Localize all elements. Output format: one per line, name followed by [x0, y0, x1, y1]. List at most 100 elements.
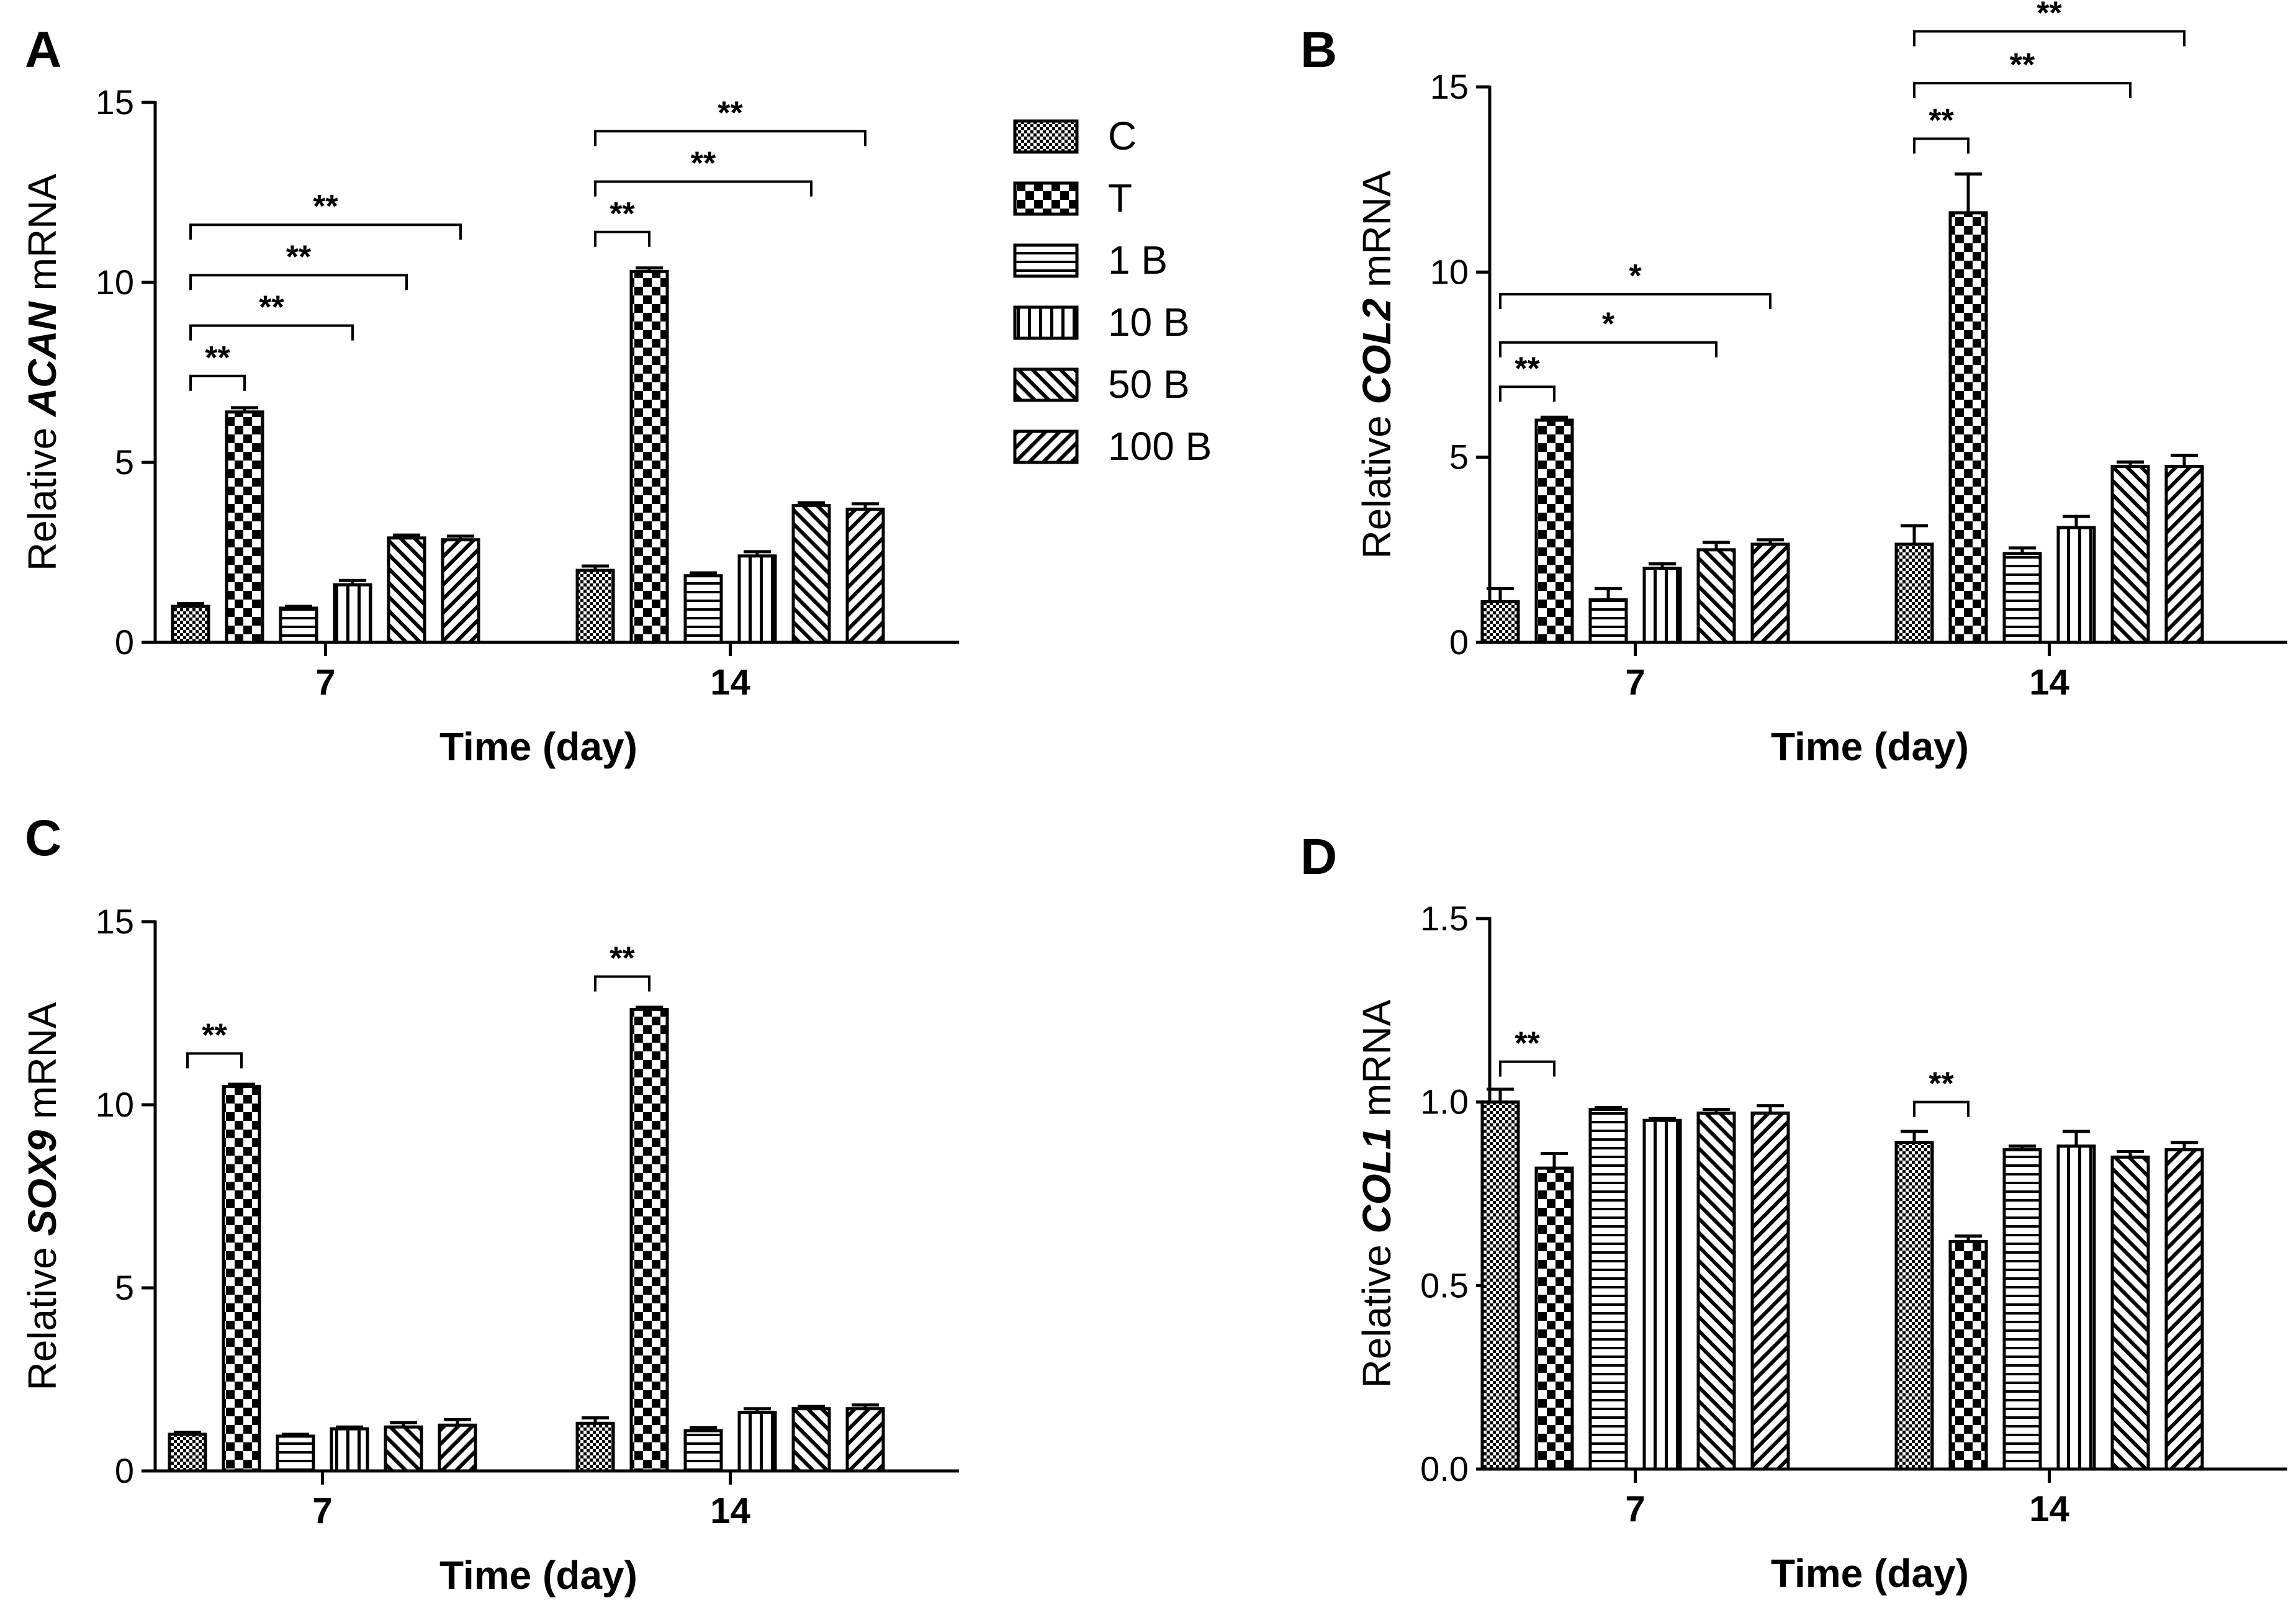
- x-axis-title: Time (day): [1771, 1551, 1969, 1596]
- significance-bracket: [1499, 385, 1555, 402]
- significance-bracket: [1499, 1060, 1555, 1077]
- bar-t-day14: [629, 270, 669, 644]
- y-tick-label: 10: [96, 263, 134, 302]
- bar-1b-day7: [276, 1434, 315, 1473]
- bar-1b-day14: [683, 1429, 723, 1473]
- x-tick-label: 7: [1625, 1489, 1645, 1529]
- significance-label: **: [259, 290, 284, 326]
- legend-swatch-diagonal-back: [1013, 429, 1079, 464]
- y-tick-label: 10: [1430, 252, 1469, 291]
- significance-bracket: [1499, 293, 1772, 310]
- y-tick-label: 15: [96, 902, 134, 941]
- significance-bracket: [189, 324, 354, 341]
- bar-t-day7: [222, 1085, 261, 1473]
- x-tick-label: 7: [1625, 662, 1645, 703]
- y-axis-title-prefix: Relative: [1354, 1233, 1399, 1388]
- significance-bracket: [1913, 137, 1970, 154]
- bar-1b-day7: [279, 606, 318, 644]
- bar-10b-day14: [737, 1411, 777, 1473]
- bar-100b-day7: [441, 538, 480, 644]
- legend-label: C: [1108, 114, 1137, 158]
- y-axis-title-suffix: mRNA: [1354, 999, 1399, 1128]
- significance-bracket: [594, 180, 813, 197]
- bar-c-day14: [575, 1421, 615, 1473]
- significance-label: **: [202, 1017, 227, 1053]
- x-tick-label: 14: [710, 662, 750, 703]
- bar-10b-day14: [2056, 1144, 2096, 1471]
- bar-1b-day14: [2002, 1148, 2042, 1471]
- legend-label: 50 B: [1108, 362, 1190, 407]
- y-tick-label: 1.0: [1420, 1082, 1469, 1122]
- y-axis-title-prefix: Relative: [1354, 404, 1399, 559]
- significance-label: **: [205, 340, 230, 376]
- significance-label: **: [2037, 0, 2062, 32]
- significance-label: **: [1929, 103, 1954, 139]
- bar-50b-day14: [791, 1407, 831, 1473]
- significance-bracket: [189, 374, 246, 391]
- y-axis-title-suffix: mRNA: [20, 1002, 65, 1130]
- significance-label: **: [718, 95, 743, 131]
- legend-label: 10 B: [1108, 300, 1190, 344]
- bar-1b-day7: [1588, 598, 1628, 644]
- bar-t-day7: [225, 410, 264, 644]
- significance-bracket: [1499, 341, 1717, 357]
- y-axis-title-gene: ACAN: [20, 300, 65, 418]
- y-tick-label: 10: [96, 1085, 134, 1124]
- bar-50b-day7: [384, 1425, 423, 1473]
- significance-label: **: [313, 189, 338, 225]
- bar-1b-day7: [1588, 1107, 1628, 1471]
- bar-100b-day14: [2164, 465, 2204, 644]
- significance-bracket: [189, 223, 462, 240]
- bar-10b-day7: [330, 1427, 369, 1473]
- significance-bracket: [594, 230, 651, 247]
- panel-c-sox9-chart: 0 5 10 15 7 14 ** ** Time (day) Relative SOX9 mRN…: [20, 902, 959, 1598]
- y-axis-title-gene: SOX9: [20, 1130, 65, 1236]
- legend-label: 1 B: [1108, 238, 1168, 282]
- bar-100b-day7: [1750, 542, 1790, 644]
- bar-t-day14: [629, 1008, 669, 1473]
- panel-letter-d: D: [1300, 829, 1337, 885]
- bar-t-day7: [1534, 1166, 1574, 1471]
- x-tick-label: 7: [315, 662, 335, 703]
- bar-1b-day14: [683, 574, 723, 644]
- significance-bracket: [594, 975, 651, 992]
- legend-swatch-vertical-stripes: [1013, 305, 1079, 340]
- bar-50b-day7: [1696, 1111, 1736, 1471]
- y-tick-label: 0: [115, 623, 134, 662]
- x-axis-title: Time (day): [439, 1553, 637, 1598]
- x-tick-label: 14: [2029, 1489, 2069, 1529]
- legend-swatch-horizontal-stripes: [1013, 243, 1079, 278]
- x-tick-label: 14: [710, 1491, 750, 1531]
- bar-1b-day14: [2002, 552, 2042, 644]
- panel-letter-c: C: [25, 810, 61, 866]
- x-axis-title: Time (day): [439, 724, 637, 769]
- bar-t-day7: [1534, 418, 1574, 644]
- y-tick-label: 0.5: [1420, 1266, 1469, 1305]
- y-axis-title-suffix: mRNA: [20, 174, 65, 302]
- significance-bracket: [189, 274, 408, 290]
- significance-label: **: [286, 239, 312, 275]
- y-axis-title-prefix: Relative: [20, 416, 65, 571]
- y-tick-label: 15: [1430, 67, 1469, 106]
- bar-c-day14: [1894, 542, 1934, 644]
- significance-bracket: [186, 1052, 243, 1069]
- y-axis-title-prefix: Relative: [20, 1236, 65, 1390]
- legend-swatch-coarse-check: [1013, 181, 1079, 216]
- significance-bracket: [1913, 82, 2132, 99]
- bar-100b-day14: [2164, 1148, 2204, 1471]
- bar-100b-day7: [438, 1423, 477, 1473]
- bar-50b-day14: [2110, 1155, 2150, 1471]
- y-tick-label: 1.5: [1420, 899, 1469, 938]
- y-axis-title-suffix: mRNA: [1354, 170, 1399, 299]
- y-tick-label: 5: [115, 1268, 134, 1307]
- significance-label: **: [1515, 351, 1540, 387]
- y-tick-label: 0.0: [1420, 1449, 1469, 1488]
- bar-10b-day14: [737, 554, 777, 644]
- y-axis-title: Relative COL2 mRNA: [1354, 170, 1399, 559]
- y-axis-title-gene: COL2: [1354, 299, 1399, 405]
- bar-100b-day14: [845, 507, 885, 644]
- bar-50b-day7: [1696, 548, 1736, 644]
- y-axis-title: Relative COL1 mRNA: [1354, 999, 1399, 1388]
- significance-label: *: [1629, 258, 1642, 294]
